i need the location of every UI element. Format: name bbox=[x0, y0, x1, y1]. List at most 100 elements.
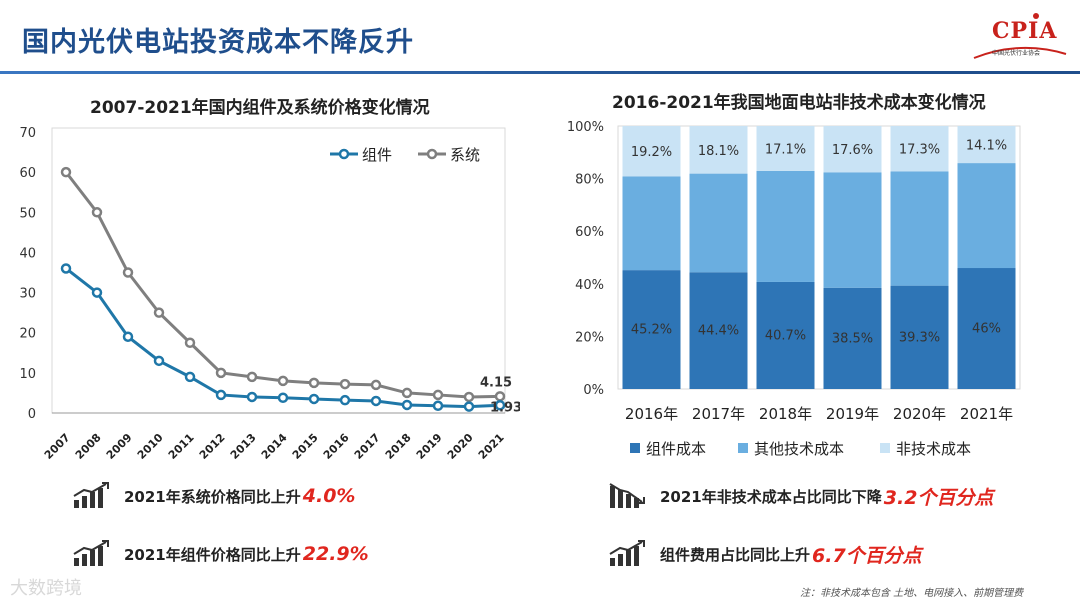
x-tick-label: 2021 bbox=[476, 431, 507, 462]
bar-segment-非技术成本 bbox=[823, 126, 882, 173]
cpia-logo: CPIA 中国光伏行业协会 bbox=[970, 10, 1070, 68]
data-label: 17.3% bbox=[899, 143, 940, 158]
header: 国内光伏电站投资成本不降反升 CPIA 中国光伏行业协会 bbox=[0, 0, 1080, 75]
right-chart-title: 2016-2021年我国地面电站非技术成本变化情况 bbox=[612, 93, 986, 113]
data-point bbox=[246, 371, 258, 383]
x-tick-label: 2019 bbox=[414, 431, 445, 462]
data-point bbox=[184, 371, 196, 383]
data-point bbox=[91, 287, 103, 298]
y-tick-label: 60% bbox=[575, 225, 604, 240]
legend-label: 系统 bbox=[450, 146, 480, 164]
data-point bbox=[494, 391, 506, 402]
data-point bbox=[153, 355, 165, 367]
page-title: 国内光伏电站投资成本不降反升 bbox=[22, 27, 414, 58]
plot-area bbox=[617, 125, 1021, 390]
y-tick-label: 50 bbox=[19, 206, 36, 221]
logo-text: CPIA bbox=[992, 18, 1058, 44]
data-point bbox=[60, 263, 72, 274]
annotation-module-2021: 1.93 bbox=[490, 400, 520, 415]
x-tick-label: 2011 bbox=[166, 431, 197, 462]
legend-swatch bbox=[738, 443, 748, 453]
data-label: 45.2% bbox=[631, 323, 672, 338]
plot-area bbox=[51, 127, 506, 414]
y-tick-label: 30 bbox=[19, 287, 36, 302]
y-tick-label: 60 bbox=[19, 166, 36, 181]
y-tick-label: 20 bbox=[19, 327, 36, 342]
legend-label: 组件 bbox=[362, 146, 392, 164]
legend-label: 其他技术成本 bbox=[754, 440, 844, 458]
bar-segment-其他技术成本 bbox=[890, 171, 949, 286]
stat-value: 22.9% bbox=[302, 543, 369, 565]
stat-system-price: 2021年系统价格同比上升 4.0% bbox=[72, 482, 355, 510]
stat-label: 2021年组件价格同比上升 bbox=[124, 545, 301, 564]
trend-up-icon bbox=[73, 540, 109, 566]
data-point bbox=[277, 375, 289, 387]
data-label: 14.1% bbox=[966, 139, 1007, 154]
data-label: 18.1% bbox=[698, 144, 739, 159]
annotation-system-2021: 4.15 bbox=[480, 375, 512, 390]
data-label: 17.1% bbox=[765, 142, 806, 157]
stat-label: 组件费用占比同比上升 bbox=[660, 545, 811, 564]
data-point bbox=[494, 400, 506, 411]
stat-label: 2021年系统价格同比上升 bbox=[124, 487, 301, 506]
data-point bbox=[277, 392, 289, 403]
data-point bbox=[153, 307, 165, 318]
x-tick-label: 2008 bbox=[73, 431, 104, 462]
header-divider bbox=[0, 71, 1080, 74]
y-tick-label: 0% bbox=[583, 383, 604, 398]
x-tick-label: 2019年 bbox=[826, 405, 879, 423]
x-tick-label: 2016 bbox=[321, 431, 352, 462]
stacked-bar-chart: 0% 20% 40% 60% 80% 100% 45.2% 19.2% 2016年 44.4% 18… bbox=[567, 120, 1021, 458]
bar-segment-非技术成本 bbox=[622, 126, 681, 177]
data-point bbox=[401, 399, 413, 411]
y-tick-label: 80% bbox=[575, 173, 604, 188]
data-point bbox=[463, 401, 475, 412]
bar-segment-其他技术成本 bbox=[957, 163, 1016, 269]
trend-up-icon bbox=[609, 540, 645, 566]
bar-segment-非技术成本 bbox=[957, 126, 1016, 164]
data-point bbox=[370, 379, 382, 391]
data-point bbox=[370, 395, 382, 407]
data-point bbox=[122, 331, 134, 342]
x-tick-label: 2021年 bbox=[960, 405, 1013, 423]
trend-down-icon bbox=[609, 483, 645, 508]
watermark: 大数跨境 bbox=[10, 578, 82, 599]
data-point bbox=[215, 389, 227, 401]
data-point bbox=[215, 367, 227, 379]
bar-segment-非技术成本 bbox=[890, 126, 949, 172]
data-point bbox=[339, 378, 351, 390]
x-tick-label: 2014 bbox=[259, 431, 290, 462]
footnote: 注：非技术成本包含 土地、电网接入、前期管理费 bbox=[800, 588, 1024, 599]
stat-value: 3.2个百分点 bbox=[883, 486, 994, 509]
x-tick-label: 2018年 bbox=[759, 405, 812, 423]
stat-module-share: 组件费用占比同比上升 6.7个百分点 bbox=[608, 540, 922, 568]
y-tick-label: 40 bbox=[19, 246, 36, 261]
data-point bbox=[339, 394, 351, 406]
logo-swoosh bbox=[973, 13, 1067, 59]
data-point bbox=[432, 400, 444, 412]
y-tick-label: 0 bbox=[28, 407, 36, 422]
x-tick-label: 2020年 bbox=[893, 405, 946, 423]
data-point bbox=[91, 207, 103, 218]
data-label: 40.7% bbox=[765, 328, 806, 343]
data-point bbox=[184, 337, 196, 348]
x-tick-label: 2017 bbox=[352, 431, 383, 462]
x-tick-label: 2017年 bbox=[692, 405, 745, 423]
x-tick-label: 2009 bbox=[104, 431, 135, 462]
x-tick-label: 2020 bbox=[445, 431, 476, 462]
legend-swatch bbox=[630, 443, 640, 453]
bar-segment-其他技术成本 bbox=[756, 170, 815, 282]
bar-segment-组件成本 bbox=[756, 281, 815, 389]
data-point bbox=[60, 166, 72, 178]
legend-label: 组件成本 bbox=[646, 440, 706, 458]
data-point bbox=[463, 391, 475, 403]
bar-segment-非技术成本 bbox=[756, 126, 815, 171]
legend-swatch bbox=[880, 443, 890, 453]
data-point bbox=[308, 393, 320, 405]
data-label: 17.6% bbox=[832, 143, 873, 158]
bar-segment-组件成本 bbox=[689, 272, 748, 389]
bar-segment-组件成本 bbox=[823, 287, 882, 389]
y-tick-label: 70 bbox=[19, 126, 36, 141]
data-point bbox=[122, 267, 134, 278]
